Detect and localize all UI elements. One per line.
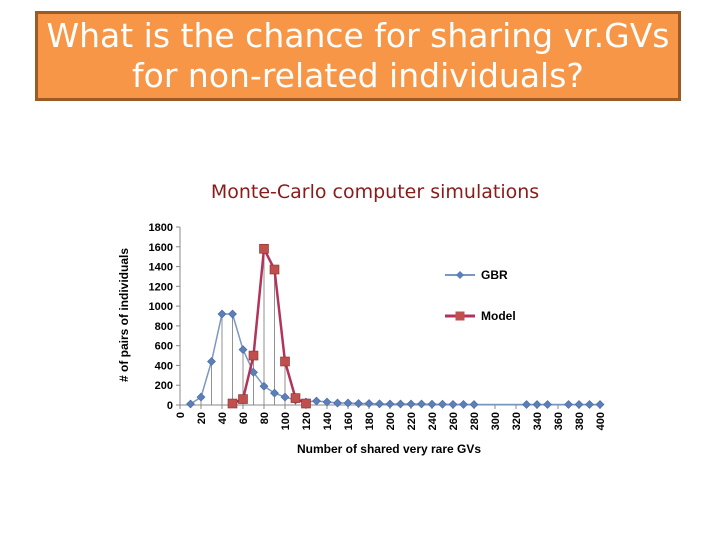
gbr-point: [312, 396, 321, 406]
gbr-point: [270, 388, 279, 398]
x-tick-label: 240: [427, 412, 439, 430]
legend-item-gbr: GBR: [445, 268, 508, 282]
legend-label: GBR: [481, 268, 508, 282]
gbr-point: [343, 398, 353, 408]
gbr-point: [333, 398, 342, 408]
x-tick-label: 20: [196, 412, 208, 424]
model-point: [301, 398, 311, 409]
drop-lines: [190, 248, 601, 405]
gbr-point: [259, 381, 269, 391]
y-tick-label: 1200: [149, 281, 173, 293]
x-tick-label: 320: [511, 412, 523, 430]
gbr-point: [196, 392, 206, 402]
x-tick-label: 280: [469, 412, 481, 430]
model-point: [280, 356, 290, 367]
gbr-point: [406, 399, 416, 409]
model-point: [248, 350, 259, 361]
gbr-point: [375, 399, 384, 409]
slide-subtitle: Monte-Carlo computer simulations: [210, 181, 540, 203]
x-tick-label: 160: [343, 412, 355, 430]
y-axis-label: # of pairs of individuals: [117, 248, 131, 382]
x-tick-label: 260: [448, 412, 460, 430]
gbr-point: [427, 399, 437, 409]
legend-marker: [456, 271, 464, 279]
slide-title-box: What is the chance for sharing vr.GVs fo…: [35, 11, 681, 101]
gbr-point: [207, 357, 216, 366]
gbr-point: [280, 392, 290, 402]
model-line: [232, 244, 307, 405]
shared-gv-line-chart: 0 200 400 600 800 1000 1200 1400 1600 1800 0 20 40 6…: [117, 222, 607, 456]
x-tick-label: 80: [259, 412, 271, 424]
model-point: [290, 393, 301, 403]
model-point: [269, 264, 280, 275]
chart-legend: GBR Model: [445, 268, 516, 323]
gbr-point: [459, 399, 468, 409]
gbr-point: [438, 399, 447, 409]
gbr-point: [574, 400, 584, 409]
y-tick-label: 0: [167, 400, 173, 412]
x-axis-ticks: 0 20 40 60 80 100 120 140 160 180 200 220 240 260 280 3…: [175, 405, 607, 430]
y-tick-label: 800: [155, 321, 173, 333]
x-tick-label: 380: [574, 412, 586, 430]
x-tick-label: 220: [406, 412, 418, 430]
x-tick-label: 60: [238, 412, 250, 424]
legend-item-model: Model: [445, 309, 516, 323]
gbr-point: [238, 345, 248, 355]
gbr-point: [417, 399, 426, 409]
y-tick-label: 1400: [149, 262, 173, 274]
y-tick-label: 400: [155, 360, 173, 372]
y-tick-label: 1000: [149, 301, 173, 313]
gbr-point: [448, 399, 458, 409]
x-axis-label: Number of shared very rare GVs: [297, 442, 481, 456]
gbr-point: [396, 399, 405, 409]
gbr-point: [564, 400, 573, 409]
gbr-point: [186, 399, 195, 409]
gbr-point: [543, 400, 552, 409]
x-tick-label: 200: [385, 412, 397, 430]
gbr-point: [469, 400, 479, 409]
x-tick-label: 300: [490, 412, 502, 430]
y-axis-ticks: 0 200 400 600 800 1000 1200 1400 1600 1800: [149, 222, 180, 412]
x-tick-label: 360: [553, 412, 565, 430]
x-tick-label: 120: [301, 412, 313, 430]
series-model: [227, 243, 311, 409]
gbr-point: [322, 397, 332, 407]
gbr-point: [522, 400, 531, 409]
gbr-point: [585, 400, 594, 409]
y-tick-label: 1600: [149, 242, 173, 254]
legend-marker: [455, 311, 465, 321]
legend-label: Model: [481, 309, 516, 323]
x-tick-label: 0: [175, 412, 187, 418]
gbr-point: [595, 400, 605, 409]
gbr-point: [217, 309, 227, 319]
y-tick-label: 600: [155, 341, 173, 353]
model-point: [227, 398, 238, 409]
model-point: [259, 243, 269, 254]
gbr-point: [385, 399, 395, 409]
model-point: [238, 394, 248, 404]
x-tick-label: 40: [217, 412, 229, 424]
series-layer: [186, 243, 605, 409]
x-tick-label: 140: [322, 412, 334, 430]
gbr-point: [532, 400, 542, 409]
gbr-point: [354, 399, 363, 408]
slide-title: What is the chance for sharing vr.GVs fo…: [46, 16, 670, 95]
x-tick-label: 400: [595, 412, 607, 430]
x-tick-label: 340: [532, 412, 544, 430]
x-tick-label: 180: [364, 412, 376, 430]
y-tick-label: 1800: [149, 222, 173, 234]
x-tick-label: 100: [280, 412, 292, 430]
gbr-point: [228, 309, 237, 319]
y-tick-label: 200: [155, 380, 173, 392]
gbr-point: [364, 399, 374, 408]
